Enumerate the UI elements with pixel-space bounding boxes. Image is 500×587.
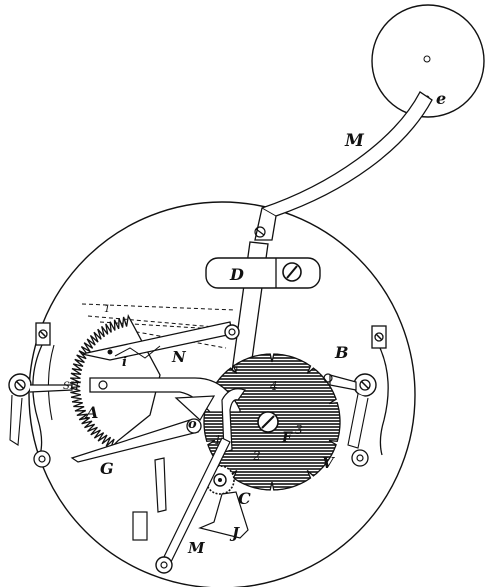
lever-J: [198, 491, 249, 539]
base-plate: [28, 201, 416, 587]
label-tick: 1: [104, 304, 110, 315]
label-4: 4: [269, 379, 278, 393]
small-block: [132, 511, 148, 541]
right-spring-assembly: [323, 325, 389, 467]
stop-triangle: [174, 395, 216, 421]
label-5: 5: [232, 364, 238, 375]
left-spring-assembly: [8, 322, 73, 468]
label-3: 3: [295, 423, 303, 437]
block-D-screw: [282, 262, 302, 282]
finger-piece: [154, 457, 167, 513]
label-D: D: [229, 265, 244, 284]
rod-M-eye: [155, 556, 173, 574]
label-i: i: [122, 355, 127, 370]
weight-disc: [371, 4, 485, 118]
label-M-top: M: [344, 131, 365, 151]
arm-M-edge: [261, 207, 277, 217]
label-2: 2: [252, 449, 261, 463]
arm-M: [254, 91, 433, 241]
hook-arm: [221, 388, 246, 453]
label-F: F: [281, 430, 293, 446]
label-e: e: [436, 89, 446, 108]
label-1: 1: [214, 433, 222, 447]
label-G: G: [100, 459, 114, 478]
label-o: o: [188, 417, 197, 432]
label-B: B: [334, 343, 349, 362]
label-V: V: [322, 454, 335, 472]
label-N: N: [171, 348, 187, 366]
label-A: A: [84, 403, 98, 422]
disc-hole: [423, 55, 431, 63]
label-M-bottom: M: [187, 539, 205, 557]
block-D: [205, 257, 321, 289]
spring-N: [114, 345, 161, 359]
label-sit: SIT: [63, 381, 82, 392]
label-J: J: [229, 524, 240, 542]
arm-screw: [254, 226, 266, 238]
label-C: C: [238, 489, 251, 508]
